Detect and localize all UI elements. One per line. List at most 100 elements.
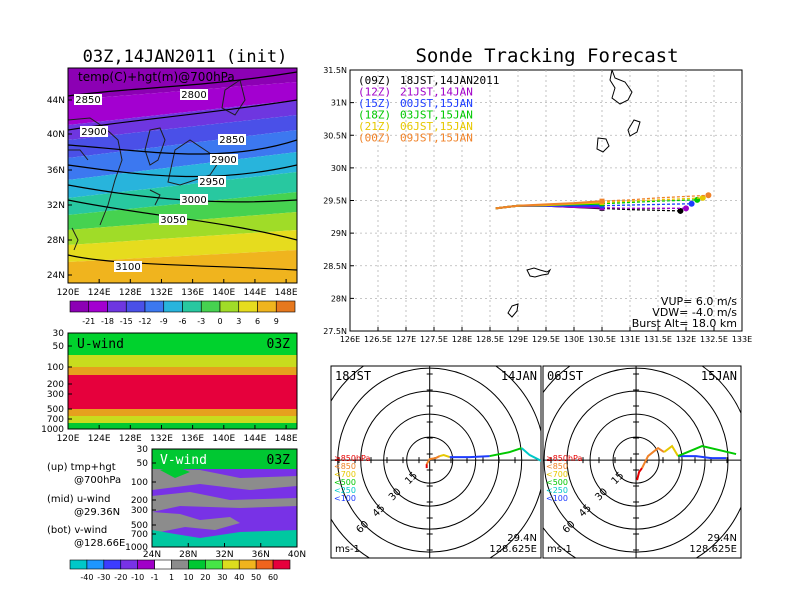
lon-tick-label: 131E: [620, 335, 640, 344]
run-init: (15Z): [358, 97, 391, 110]
colorbar-swatch: [255, 559, 274, 570]
lon-tick-label: 130E: [564, 335, 584, 344]
lon-tick-label: 126.5E: [364, 335, 392, 344]
lat-tick-label: 30N: [331, 164, 347, 173]
lat-tick-label: 36N: [252, 550, 270, 560]
burst-altitude: Burst Alt= 18.0 km: [632, 317, 737, 330]
track-descent-line: [601, 194, 709, 202]
run-init: (12Z): [358, 86, 391, 99]
level-legend-entry: <500: [546, 478, 568, 487]
lon-tick-label: 127E: [396, 335, 416, 344]
colorbar-swatch: [200, 300, 221, 313]
pressure-tick-label: 1000: [41, 425, 64, 435]
colorbar-label: -1: [151, 573, 159, 582]
hodograph-date: 15JAN: [701, 369, 737, 383]
wind-profile-segment: [489, 447, 523, 458]
legend-notes: (up) tmp+hgt @700hPa (mid) u-wind @29.36…: [47, 462, 125, 549]
run-label: 00JST,15JAN: [400, 97, 473, 110]
lon-tick-label: 133E: [732, 335, 752, 344]
lat-tick-label: 28N: [47, 236, 65, 246]
level-legend-entry: <100: [334, 494, 356, 503]
lat-tick-label: 28.5N: [323, 262, 347, 271]
run-label: 18JST,14JAN2011: [400, 74, 499, 87]
colorbar-swatch: [107, 300, 127, 313]
lat-tick-label: 24N: [47, 271, 65, 281]
colorbar-label: -12: [138, 317, 151, 326]
track-descent-line: [601, 207, 681, 212]
colorbar-label: -10: [131, 573, 144, 582]
colorbar-label: -21: [82, 317, 95, 326]
run-init: (09Z): [358, 74, 391, 87]
colorbar-swatch: [86, 559, 105, 570]
landing-point: [688, 200, 695, 207]
run-label: 06JST,15JAN: [400, 120, 473, 133]
track-coastlines: [507, 70, 641, 318]
run-label: 03JST,15JAN: [400, 109, 473, 122]
wind-profile-segment: [521, 447, 541, 462]
run-init: (18Z): [358, 109, 391, 122]
v-wind-plot: [152, 449, 297, 547]
lon-tick-label: 128.5E: [476, 335, 504, 344]
run-init: (21Z): [358, 120, 391, 133]
lon-tick-label: 128E: [119, 434, 142, 444]
wind-profile-segment: [449, 455, 490, 459]
lon-tick-label: 131.5E: [644, 335, 672, 344]
colorbar-label: -30: [97, 573, 110, 582]
colorbar-label: 60: [268, 573, 278, 582]
lon-tick-label: 132E: [150, 434, 173, 444]
contour-label: 3100: [115, 262, 140, 273]
lon-tick-label: 144E: [244, 288, 267, 298]
run-init: (00Z): [358, 132, 391, 145]
left-title: 03Z,14JAN2011 (init): [83, 47, 288, 67]
pressure-tick-label: 1000: [125, 543, 148, 553]
pressure-tick-label: 500: [131, 521, 148, 531]
colorbar-swatch: [120, 559, 138, 570]
lon-tick-label: 120E: [57, 434, 80, 444]
lon-tick-label: 140E: [212, 288, 235, 298]
note-bot: (bot) v-wind: [47, 525, 107, 536]
colorbar-label: 50: [251, 573, 261, 582]
lat-tick-label: 29N: [331, 229, 347, 238]
note-mid-lat: @29.36N: [74, 507, 120, 518]
pressure-tick-label: 300: [47, 390, 64, 400]
pressure-tick-label: 700: [47, 415, 64, 425]
hodograph-time: 06JST: [547, 369, 583, 383]
pressure-tick-label: 300: [131, 506, 148, 516]
level-legend-entry: <250: [546, 486, 568, 495]
lon-tick-label: 124E: [88, 434, 111, 444]
hodograph-lat: 29.4N: [707, 533, 737, 544]
lat-tick-label: 24N: [143, 550, 161, 560]
lon-tick-label: 144E: [244, 434, 267, 444]
lat-tick-label: 40N: [288, 550, 306, 560]
colorbar-label: -15: [120, 317, 133, 326]
note-bot-lon: @128.66E: [74, 538, 125, 549]
lat-tick-label: 28N: [331, 294, 347, 303]
map-frame: [67, 67, 298, 284]
colorbar-swatch: [88, 300, 108, 313]
lon-tick-label: 140E: [212, 434, 235, 444]
lat-tick-label: 27.5N: [323, 327, 347, 336]
lon-tick-label: 136E: [181, 288, 204, 298]
map-variable-label: temp(C)+hgt(m)@700hPa: [78, 70, 235, 84]
colorbar-swatch: [182, 300, 202, 313]
colorbar-label: 1: [169, 573, 174, 582]
wind-profile-segment: [663, 444, 679, 457]
level-legend-entry: <500: [334, 478, 356, 487]
wind-profile-segment: [439, 454, 451, 459]
contour-label: 3050: [160, 215, 185, 226]
colorbar-swatch: [171, 559, 189, 570]
lon-tick-label: 129E: [508, 335, 528, 344]
hodograph-lon: 128.625E: [689, 544, 737, 555]
colorbar-label: 10: [183, 573, 193, 582]
v-wind-label: V-wind: [160, 453, 207, 468]
lat-tick-label: 28N: [179, 550, 197, 560]
colorbar-swatch: [238, 559, 257, 570]
contour-label: 2800: [181, 90, 206, 101]
lon-tick-label: 130.5E: [588, 335, 616, 344]
lat-tick-label: 44N: [47, 96, 65, 106]
track-descent-line: [601, 197, 703, 204]
colorbar-swatch: [257, 300, 277, 313]
landing-point: [683, 205, 689, 212]
